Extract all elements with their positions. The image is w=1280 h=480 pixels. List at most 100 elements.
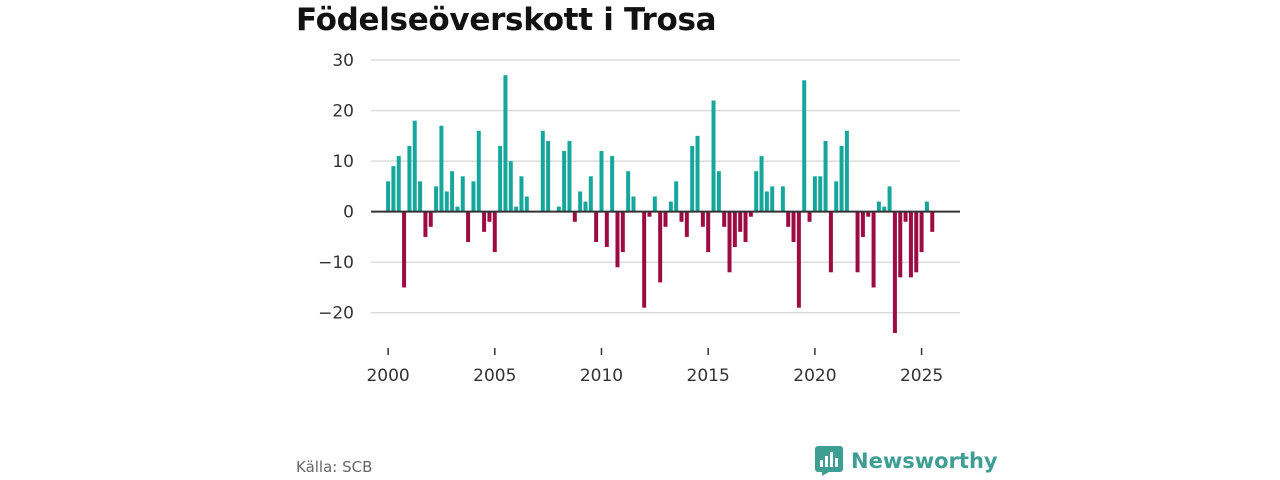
y-tick-label: −10 [318, 253, 354, 273]
bar [546, 140, 551, 212]
bar [791, 211, 796, 242]
bar [519, 176, 524, 212]
bar [786, 211, 791, 227]
brand-logo: Newsworthy [815, 446, 998, 476]
bar [604, 211, 609, 248]
bar [626, 171, 631, 212]
bar [450, 171, 455, 212]
bar [844, 130, 849, 212]
bar [615, 211, 620, 268]
bar [732, 211, 737, 248]
bar [690, 145, 695, 212]
bar [706, 211, 711, 253]
x-tick-label: 2025 [900, 366, 943, 386]
bar [860, 211, 865, 237]
bar [498, 145, 503, 212]
bar [423, 211, 428, 237]
bar [492, 211, 497, 253]
bar [839, 145, 844, 212]
bar [460, 176, 465, 212]
source-note: Källa: SCB [296, 458, 373, 476]
bar [887, 186, 892, 212]
y-axis: 30 20 10 0 −10 −20 [318, 51, 354, 324]
bar [914, 211, 919, 273]
bar [386, 181, 391, 212]
bar [855, 211, 860, 273]
bar [727, 211, 732, 273]
bar [882, 206, 887, 212]
bar [780, 186, 785, 212]
x-axis: 2000 2005 2010 2015 2020 2025 [366, 348, 943, 386]
bar [796, 211, 801, 308]
bar [700, 211, 705, 227]
grid-lines [371, 59, 960, 314]
bar [444, 191, 449, 212]
bar [871, 211, 876, 288]
bar [562, 151, 567, 212]
y-tick-label: 0 [343, 203, 354, 223]
chart-title: Födelseöverskott i Trosa [296, 2, 717, 38]
bar [503, 75, 508, 212]
bar [439, 125, 444, 212]
y-tick-label: 20 [332, 102, 354, 122]
bar [684, 211, 689, 237]
bar [652, 196, 657, 212]
bar [466, 211, 471, 242]
bar [631, 196, 636, 212]
x-tick-label: 2015 [687, 366, 730, 386]
bar [812, 176, 817, 212]
bar [924, 201, 929, 212]
bar [524, 196, 529, 212]
bar [412, 120, 417, 212]
bar-chart-logo-icon [815, 446, 843, 476]
x-tick-label: 2000 [366, 366, 409, 386]
bar [743, 211, 748, 242]
bar [823, 140, 828, 212]
bar [567, 140, 572, 212]
bar [514, 206, 519, 212]
bar [898, 211, 903, 278]
bar [818, 176, 823, 212]
bar [668, 201, 673, 212]
bar [476, 130, 481, 212]
bar [892, 211, 897, 333]
bar [834, 181, 839, 212]
bar [738, 211, 743, 232]
bar [754, 171, 759, 212]
bar [620, 211, 625, 253]
bar [407, 145, 412, 212]
bar [695, 135, 700, 212]
bar [642, 211, 647, 308]
bar [434, 186, 439, 212]
bar [866, 211, 871, 217]
bar [540, 130, 545, 212]
bar [722, 211, 727, 227]
bar [482, 211, 487, 232]
bar [402, 211, 407, 288]
x-tick-label: 2020 [793, 366, 836, 386]
bar [508, 161, 513, 212]
bar [807, 211, 812, 222]
bar [455, 206, 460, 212]
bar [764, 191, 769, 212]
bar [658, 211, 663, 283]
bars [386, 75, 935, 333]
bar [802, 80, 807, 212]
y-tick-label: 30 [332, 51, 354, 71]
bar [428, 211, 433, 227]
bar [471, 181, 476, 212]
brand-name: Newsworthy [851, 449, 998, 473]
bar [583, 201, 588, 212]
bar [487, 211, 492, 222]
bar [588, 176, 593, 212]
bar [556, 206, 561, 212]
bar [418, 181, 423, 212]
bar [828, 211, 833, 273]
bar [711, 100, 716, 212]
x-tick-label: 2010 [580, 366, 623, 386]
bar [876, 201, 881, 212]
bar [663, 211, 668, 227]
bar [674, 181, 679, 212]
y-tick-label: 10 [332, 152, 354, 172]
